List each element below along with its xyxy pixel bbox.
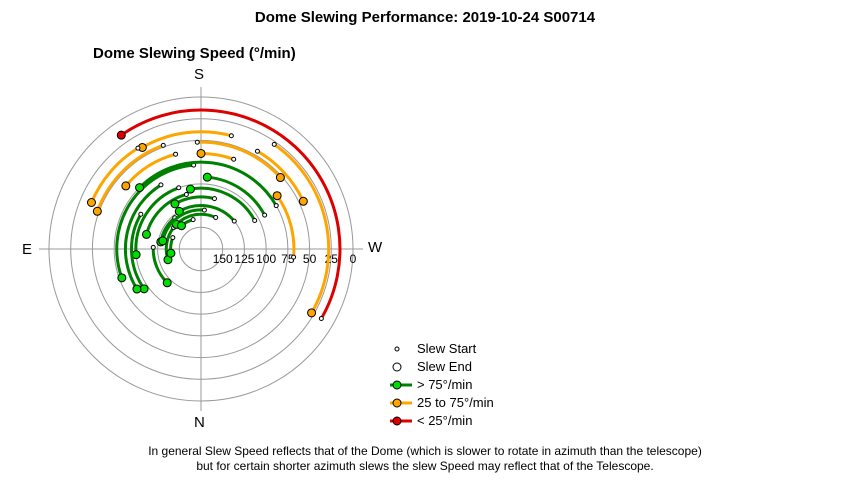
footer-line: In general Slew Speed reflects that of t…: [148, 444, 702, 458]
slew-start-point: [138, 211, 144, 217]
slew-arc-medium: [273, 143, 331, 314]
slew-arc-medium: [124, 152, 176, 187]
slew-start-point: [231, 218, 237, 224]
slew-data: [86, 108, 342, 321]
legend-label: 25 to 75°/min: [417, 395, 494, 410]
radial-tick-label: 150: [213, 252, 233, 266]
slew-arc-fast: [123, 183, 162, 290]
radial-tick-label: 100: [256, 252, 276, 266]
slew-arc-medium: [275, 194, 296, 258]
slew-end-point-medium: [92, 206, 102, 216]
slew-start-point: [228, 133, 234, 139]
slew-end-marker-icon: [392, 362, 402, 372]
slew-arc-slow: [120, 108, 342, 320]
slow-speed-swatch-icon: [390, 416, 412, 426]
slew-arc-fast: [138, 160, 278, 207]
slew-start-point: [135, 145, 141, 151]
legend-label: < 25°/min: [417, 413, 473, 428]
slew-start-point: [318, 315, 324, 321]
slew-end-point-slow: [116, 130, 126, 140]
slew-end-point-fast: [117, 273, 127, 283]
slew-start-point: [176, 185, 182, 191]
slew-arc-medium: [141, 130, 232, 149]
radial-tick-label: 0: [350, 252, 357, 266]
slew-end-point-fast: [141, 229, 151, 239]
direction-label-south: S: [194, 66, 205, 83]
direction-label-north: N: [194, 414, 205, 431]
footer-note: In general Slew Speed reflects that of t…: [0, 444, 850, 474]
slew-end-point-fast: [170, 199, 180, 209]
slew-arc-medium: [95, 143, 164, 212]
slew-start-point: [252, 217, 258, 223]
slew-arc-medium: [256, 149, 305, 202]
slew-arc-fast: [145, 193, 187, 235]
slew-arc-fast: [161, 208, 205, 242]
slew-end-point-fast: [176, 221, 186, 231]
slew-start-point: [183, 191, 189, 197]
slew-start-point: [262, 212, 268, 218]
radial-tick-label: 125: [234, 252, 254, 266]
slew-start-point: [271, 141, 277, 147]
slew-arc-medium: [90, 146, 139, 204]
slew-end-point-fast: [132, 284, 142, 294]
slew-end-point-medium: [86, 198, 96, 208]
direction-label-west: W: [368, 239, 383, 256]
radial-tick-label: 50: [303, 252, 317, 266]
slew-start-point: [201, 207, 207, 213]
slew-start-point: [254, 148, 260, 154]
slew-start-point: [158, 182, 164, 188]
slew-start-point: [213, 215, 219, 221]
slew-start-point: [273, 203, 279, 209]
slew-start-point: [190, 217, 196, 223]
slew-end-point-medium: [307, 308, 317, 318]
slew-end-point-fast: [135, 183, 145, 193]
slew-arc-fast: [115, 163, 194, 279]
slew-start-point: [231, 156, 237, 162]
legend-label: Slew End: [417, 359, 472, 374]
fast-speed-swatch-icon: [390, 380, 412, 390]
slew-arc-fast: [134, 186, 180, 255]
slew-end-point-fast: [158, 236, 168, 246]
slew-start-point: [173, 151, 179, 157]
slew-end-point-fast: [166, 248, 176, 258]
legend-label: > 75°/min: [417, 377, 473, 392]
slew-start-point: [194, 139, 200, 145]
radial-tick-labels: 150 125 100 75 50 25 0: [213, 252, 357, 266]
slew-end-point-fast: [162, 278, 172, 288]
slew-end-point-medium: [272, 191, 282, 201]
slew-end-point-medium: [196, 148, 206, 158]
slew-start-point: [150, 244, 156, 250]
polar-grid: [39, 87, 363, 411]
slew-start-point: [160, 142, 166, 148]
slew-start-marker-icon: [394, 346, 400, 352]
polar-chart: 150 125 100 75 50 25 0: [39, 87, 363, 411]
slew-arc-fast: [174, 195, 215, 206]
chart-title: Dome Slewing Speed (°/min): [93, 45, 296, 62]
direction-label-east: E: [22, 241, 33, 258]
legend-label: Slew Start: [417, 341, 477, 356]
footer-line: but for certain shorter azimuth slews th…: [196, 459, 654, 473]
slew-arc-fast: [178, 204, 236, 223]
slew-start-point: [170, 235, 176, 241]
slew-arc-medium: [197, 140, 282, 179]
slew-start-point: [291, 254, 297, 260]
slew-arc-fast: [190, 186, 257, 222]
medium-speed-swatch-icon: [390, 398, 412, 408]
slew-end-point-medium: [298, 196, 308, 206]
slew-arc-fast: [207, 175, 266, 216]
slew-arc-fast: [130, 213, 146, 290]
slew-end-point-medium: [121, 181, 131, 191]
slew-arc-medium: [200, 151, 235, 161]
slew-end-point-medium: [275, 173, 285, 183]
page-title: Dome Slewing Performance: 2019-10-24 S00…: [254, 9, 596, 26]
radial-tick-label: 75: [281, 252, 295, 266]
slew-end-point-fast: [202, 172, 212, 182]
slew-start-point: [211, 196, 217, 202]
slew-end-point-fast: [185, 184, 195, 194]
